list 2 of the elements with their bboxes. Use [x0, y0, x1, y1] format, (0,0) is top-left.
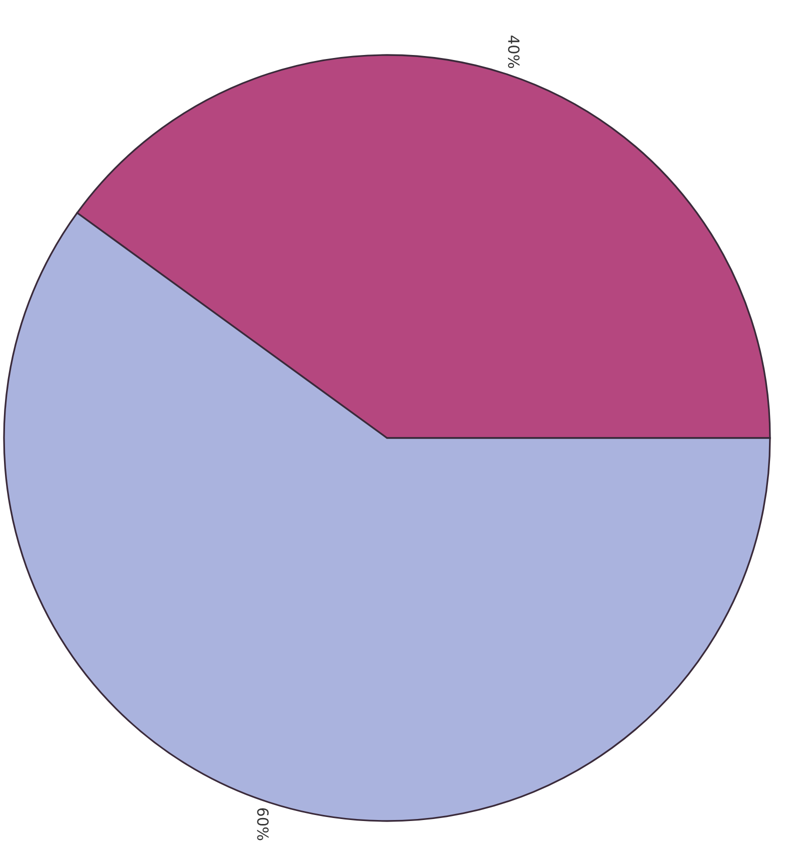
data-label: 40% [508, 36, 520, 68]
data-label: 60% [257, 808, 269, 840]
